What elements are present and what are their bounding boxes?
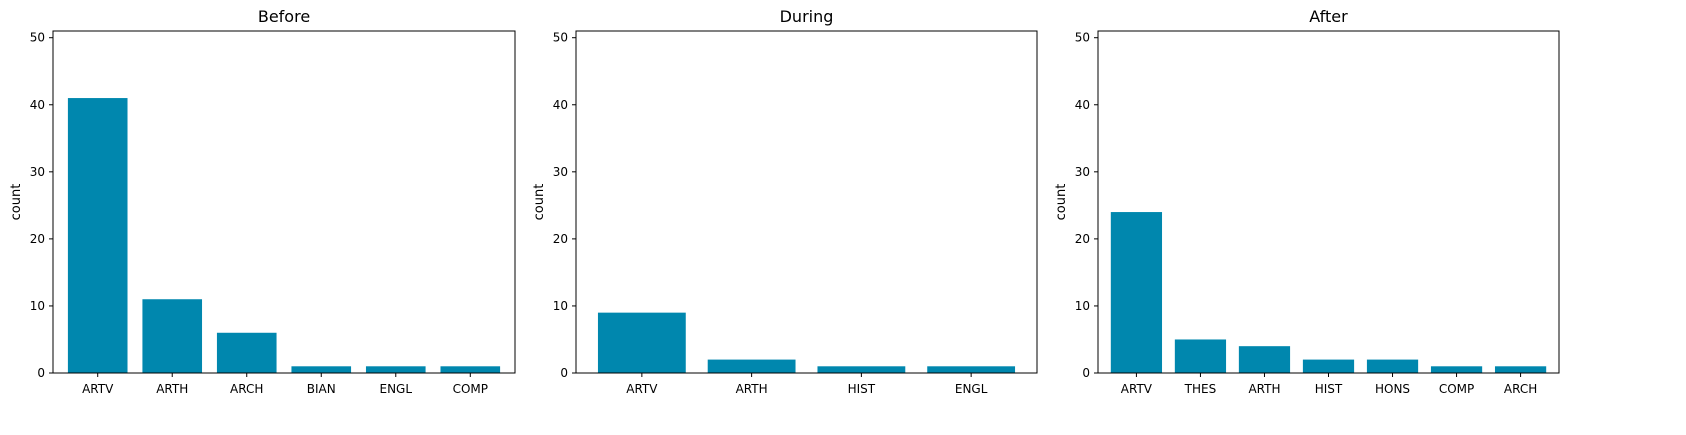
x-tick-label: HIST (1315, 382, 1343, 396)
y-axis-label: count (1054, 184, 1069, 221)
y-tick-label: 10 (1075, 299, 1090, 313)
x-tick-label: ARCH (1504, 382, 1537, 396)
chart-title: Before (258, 7, 310, 26)
axes-frame (1097, 30, 1560, 374)
y-tick-label: 50 (553, 31, 568, 45)
x-tick-label: COMP (453, 382, 488, 396)
y-tick-label: 30 (1075, 165, 1090, 179)
x-tick-label: ENGL (380, 382, 413, 396)
y-axis-label: count (532, 184, 547, 221)
y-tick-label: 20 (1075, 232, 1090, 246)
y-tick-label: 0 (1082, 366, 1090, 380)
bar-artv (597, 312, 686, 373)
x-tick-label: ENGL (955, 382, 988, 396)
y-tick-label: 20 (30, 232, 45, 246)
bar-arch (1494, 366, 1547, 373)
chart-after: ARTV THES ARTH HIST HONS COMP ARCH 0 10 20 30 40 50 A… (1054, 7, 1560, 396)
y-tick-label: 40 (553, 98, 568, 112)
x-tick-label: HIST (848, 382, 876, 396)
bar-arth (707, 359, 796, 373)
x-tick-label: ARCH (230, 382, 263, 396)
y-axis-label: count (9, 184, 24, 221)
chart-before: ARTV ARTH ARCH BIAN ENGL COMP 0 10 20 30 40 50 Befor… (9, 7, 516, 396)
y-tick-label: 30 (553, 165, 568, 179)
bar-engl (365, 366, 426, 373)
bar-arth (142, 299, 203, 373)
bar-artv (1110, 212, 1163, 373)
axes-frame (575, 30, 1038, 374)
x-tick-label: BIAN (307, 382, 336, 396)
bar-hist (817, 366, 906, 373)
bar-hons (1366, 359, 1419, 373)
x-tick-label: ARTV (1121, 382, 1153, 396)
x-tick-label: THES (1184, 382, 1217, 396)
y-tick-label: 40 (1075, 98, 1090, 112)
y-tick-label: 10 (553, 299, 568, 313)
y-tick-label: 40 (30, 98, 45, 112)
x-tick-label: COMP (1439, 382, 1474, 396)
chart-title: During (780, 7, 834, 26)
bar-comp (440, 366, 501, 373)
y-tick-label: 50 (30, 31, 45, 45)
bar-hist (1302, 359, 1355, 373)
y-tick-label: 30 (30, 165, 45, 179)
y-tick-label: 0 (37, 366, 45, 380)
axes-frame (52, 30, 516, 374)
x-tick-label: HONS (1375, 382, 1410, 396)
bar-artv (67, 98, 128, 373)
chart-title: After (1309, 7, 1348, 26)
bar-comp (1430, 366, 1483, 373)
x-tick-label: ARTH (156, 382, 188, 396)
chart-during: ARTV ARTH HIST ENGL 0 10 20 30 40 50 During count (532, 7, 1038, 396)
bar-arth (1238, 346, 1291, 373)
y-tick-label: 50 (1075, 31, 1090, 45)
bar-thes (1174, 339, 1227, 373)
x-tick-label: ARTV (626, 382, 658, 396)
bar-arch (216, 332, 277, 373)
y-tick-label: 10 (30, 299, 45, 313)
y-tick-label: 20 (553, 232, 568, 246)
bar-engl (927, 366, 1016, 373)
bar-bian (291, 366, 352, 373)
y-tick-label: 0 (560, 366, 568, 380)
x-tick-label: ARTH (1248, 382, 1280, 396)
x-tick-label: ARTV (82, 382, 114, 396)
x-tick-label: ARTH (736, 382, 768, 396)
